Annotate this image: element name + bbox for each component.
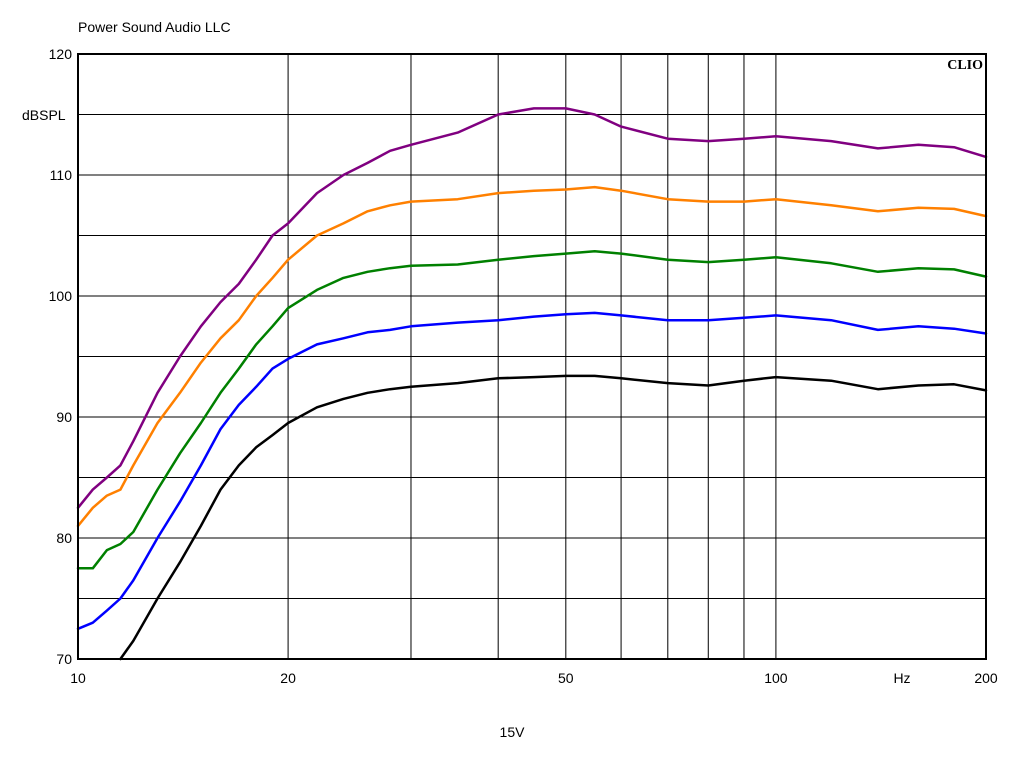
y-tick-label: 120 [49,46,73,62]
x-tick-label: 10 [70,670,86,686]
x-axis-label: Hz [893,670,910,686]
chart-title: Power Sound Audio LLC [78,19,231,35]
series-line [76,185,988,528]
series-line [76,107,988,510]
series-line [76,311,988,631]
y-tick-labels: 70 80 90 100 110 120 [49,46,73,667]
series-line [76,249,988,570]
x-tick-label: 100 [764,670,788,686]
y-tick-label: 80 [56,530,72,546]
plot-frame [77,53,987,660]
series-group [76,107,988,661]
series-line [119,374,988,661]
clio-logo: CLIO [947,58,983,73]
x-tick-label: 50 [558,670,574,686]
y-axis-label: dBSPL [22,107,66,123]
y-tick-label: 90 [56,409,72,425]
y-tick-label: 110 [50,167,73,183]
x-tick-label: 20 [280,670,296,686]
grid [78,54,986,659]
x-tick-label: 200 [974,670,998,686]
y-tick-label: 100 [49,288,73,304]
y-tick-label: 70 [56,651,72,667]
caption: 15V [500,724,526,740]
x-tick-labels: 10 20 50 100 200 [70,670,998,686]
